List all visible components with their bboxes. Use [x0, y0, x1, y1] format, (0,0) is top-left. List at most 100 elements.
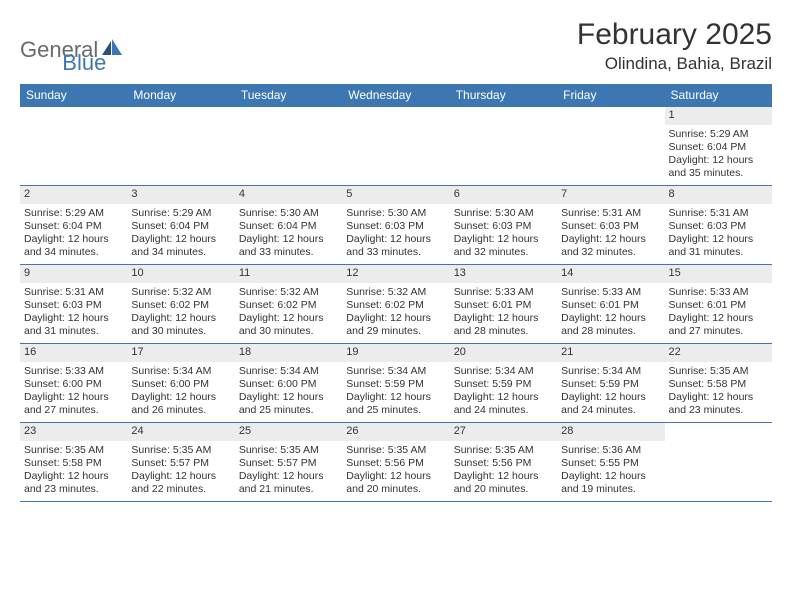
day-cell: 9Sunrise: 5:31 AMSunset: 6:03 PMDaylight…	[20, 265, 127, 343]
day-cell: 12Sunrise: 5:32 AMSunset: 6:02 PMDayligh…	[342, 265, 449, 343]
sunrise-text: Sunrise: 5:35 AM	[454, 444, 553, 457]
day-number: 24	[127, 423, 234, 441]
day-cell: 2Sunrise: 5:29 AMSunset: 6:04 PMDaylight…	[20, 186, 127, 264]
day-cell: 17Sunrise: 5:34 AMSunset: 6:00 PMDayligh…	[127, 344, 234, 422]
day-cell: 21Sunrise: 5:34 AMSunset: 5:59 PMDayligh…	[557, 344, 664, 422]
sunset-text: Sunset: 6:02 PM	[239, 299, 338, 312]
sunrise-text: Sunrise: 5:29 AM	[669, 128, 768, 141]
day-cell: 27 Sunrise: 5:35 AMSunset: 5:56 PMDayligh…	[450, 423, 557, 501]
day-cell: 10Sunrise: 5:32 AMSunset: 6:02 PMDayligh…	[127, 265, 234, 343]
day-cell: 19Sunrise: 5:34 AMSunset: 5:59 PMDayligh…	[342, 344, 449, 422]
day-cell: 3 Sunrise: 5:29 AMSunset: 6:04 PMDaylight…	[127, 186, 234, 264]
day-cell: 20Sunrise: 5:34 AMSunset: 5:59 PMDayligh…	[450, 344, 557, 422]
sunrise-text: Sunrise: 5:34 AM	[561, 365, 660, 378]
day-cell: 15Sunrise: 5:33 AMSunset: 6:01 PMDayligh…	[665, 265, 772, 343]
dow-friday: Friday	[557, 84, 664, 107]
sunset-text: Sunset: 6:00 PM	[131, 378, 230, 391]
sunrise-text: Sunrise: 5:33 AM	[669, 286, 768, 299]
day-number: 22	[665, 344, 772, 362]
daylight-text: Daylight: 12 hours and 20 minutes.	[346, 470, 445, 496]
day-cell: 4Sunrise: 5:30 AMSunset: 6:04 PMDaylight…	[235, 186, 342, 264]
daylight-text: Daylight: 12 hours and 27 minutes.	[669, 312, 768, 338]
day-number: 15	[665, 265, 772, 283]
day-number: 3	[127, 186, 234, 204]
day-number: 12	[342, 265, 449, 283]
dow-header-row: Sunday Monday Tuesday Wednesday Thursday…	[20, 84, 772, 107]
sunset-text: Sunset: 6:00 PM	[239, 378, 338, 391]
week-row: ......1Sunrise: 5:29 AMSunset: 6:04 PMDa…	[20, 107, 772, 186]
sunrise-text: Sunrise: 5:30 AM	[454, 207, 553, 220]
sunset-text: Sunset: 5:57 PM	[131, 457, 230, 470]
logo: General Blue	[20, 18, 106, 76]
dow-wednesday: Wednesday	[342, 84, 449, 107]
sunset-text: Sunset: 6:03 PM	[561, 220, 660, 233]
daylight-text: Daylight: 12 hours and 25 minutes.	[346, 391, 445, 417]
sunrise-text: Sunrise: 5:30 AM	[346, 207, 445, 220]
sunrise-text: Sunrise: 5:35 AM	[131, 444, 230, 457]
sunset-text: Sunset: 6:01 PM	[454, 299, 553, 312]
daylight-text: Daylight: 12 hours and 28 minutes.	[561, 312, 660, 338]
sunrise-text: Sunrise: 5:33 AM	[454, 286, 553, 299]
day-number: 14	[557, 265, 664, 283]
sunrise-text: Sunrise: 5:31 AM	[24, 286, 123, 299]
daylight-text: Daylight: 12 hours and 30 minutes.	[239, 312, 338, 338]
header: General Blue February 2025 Olindina, Bah…	[20, 18, 772, 76]
daylight-text: Daylight: 12 hours and 21 minutes.	[239, 470, 338, 496]
day-cell: .	[20, 107, 127, 185]
day-cell: 7Sunrise: 5:31 AMSunset: 6:03 PMDaylight…	[557, 186, 664, 264]
daylight-text: Daylight: 12 hours and 34 minutes.	[131, 233, 230, 259]
day-number: 10	[127, 265, 234, 283]
day-cell: 6Sunrise: 5:30 AMSunset: 6:03 PMDaylight…	[450, 186, 557, 264]
daylight-text: Daylight: 12 hours and 26 minutes.	[131, 391, 230, 417]
day-number: 21	[557, 344, 664, 362]
day-number: 17	[127, 344, 234, 362]
day-number: 23	[20, 423, 127, 441]
sunset-text: Sunset: 6:04 PM	[239, 220, 338, 233]
sunrise-text: Sunrise: 5:32 AM	[239, 286, 338, 299]
sunrise-text: Sunrise: 5:33 AM	[24, 365, 123, 378]
day-cell: 11 Sunrise: 5:32 AMSunset: 6:02 PMDayligh…	[235, 265, 342, 343]
sunset-text: Sunset: 5:59 PM	[561, 378, 660, 391]
day-number: 11	[235, 265, 342, 283]
sunset-text: Sunset: 5:58 PM	[24, 457, 123, 470]
day-number: 28	[557, 423, 664, 441]
daylight-text: Daylight: 12 hours and 22 minutes.	[131, 470, 230, 496]
day-cell: .	[557, 107, 664, 185]
daylight-text: Daylight: 12 hours and 20 minutes.	[454, 470, 553, 496]
sunrise-text: Sunrise: 5:33 AM	[561, 286, 660, 299]
week-row: 16Sunrise: 5:33 AMSunset: 6:00 PMDayligh…	[20, 344, 772, 423]
sunset-text: Sunset: 6:04 PM	[24, 220, 123, 233]
daylight-text: Daylight: 12 hours and 28 minutes.	[454, 312, 553, 338]
month-title: February 2025	[577, 18, 772, 52]
sunrise-text: Sunrise: 5:31 AM	[561, 207, 660, 220]
logo-text-blue: Blue	[62, 50, 106, 76]
day-number: 8	[665, 186, 772, 204]
sunset-text: Sunset: 5:56 PM	[454, 457, 553, 470]
sunrise-text: Sunrise: 5:31 AM	[669, 207, 768, 220]
sunset-text: Sunset: 6:03 PM	[669, 220, 768, 233]
day-cell: 23 Sunrise: 5:35 AMSunset: 5:58 PMDayligh…	[20, 423, 127, 501]
sunrise-text: Sunrise: 5:34 AM	[346, 365, 445, 378]
sunrise-text: Sunrise: 5:35 AM	[24, 444, 123, 457]
sunset-text: Sunset: 6:04 PM	[131, 220, 230, 233]
day-number: 27	[450, 423, 557, 441]
day-cell: 24 Sunrise: 5:35 AMSunset: 5:57 PMDayligh…	[127, 423, 234, 501]
sunset-text: Sunset: 6:03 PM	[346, 220, 445, 233]
sunrise-text: Sunrise: 5:35 AM	[239, 444, 338, 457]
sunset-text: Sunset: 5:59 PM	[346, 378, 445, 391]
daylight-text: Daylight: 12 hours and 30 minutes.	[131, 312, 230, 338]
sunset-text: Sunset: 5:57 PM	[239, 457, 338, 470]
sunrise-text: Sunrise: 5:32 AM	[346, 286, 445, 299]
day-number: 7	[557, 186, 664, 204]
day-number: 4	[235, 186, 342, 204]
sunset-text: Sunset: 6:03 PM	[24, 299, 123, 312]
week-row: 23Sunrise: 5:35 AMSunset: 5:58 PMDayligh…	[20, 423, 772, 502]
sunrise-text: Sunrise: 5:32 AM	[131, 286, 230, 299]
sunrise-text: Sunrise: 5:29 AM	[24, 207, 123, 220]
sunrise-text: Sunrise: 5:29 AM	[131, 207, 230, 220]
daylight-text: Daylight: 12 hours and 23 minutes.	[24, 470, 123, 496]
daylight-text: Daylight: 12 hours and 34 minutes.	[24, 233, 123, 259]
daylight-text: Daylight: 12 hours and 35 minutes.	[669, 154, 768, 180]
day-number: 16	[20, 344, 127, 362]
sunrise-text: Sunrise: 5:35 AM	[346, 444, 445, 457]
